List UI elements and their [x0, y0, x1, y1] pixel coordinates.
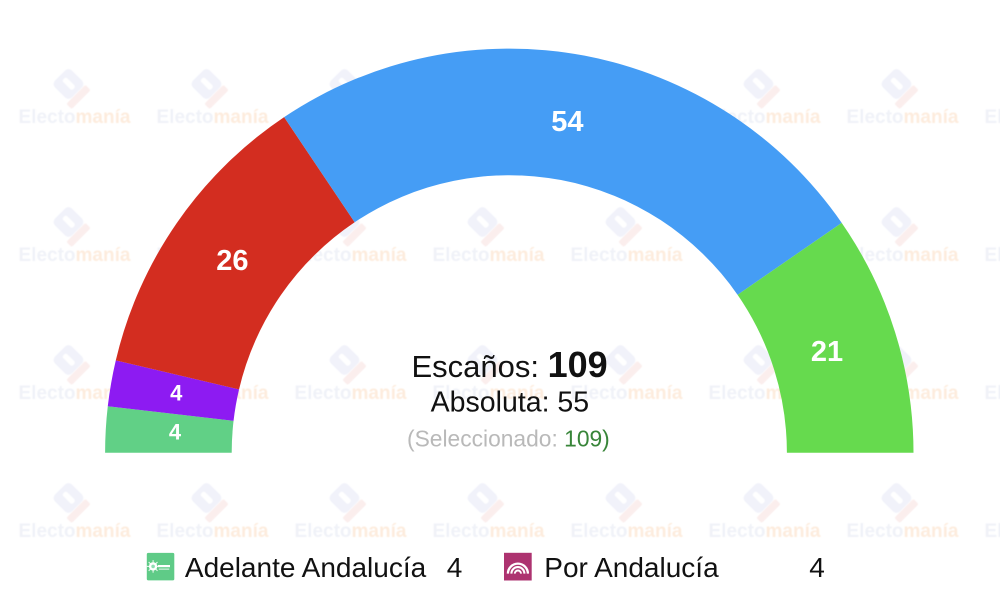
svg-text:Por Andalucía: Por Andalucía	[544, 552, 719, 583]
svg-text:Adelante Andalucía: Adelante Andalucía	[185, 552, 427, 583]
svg-text:26: 26	[216, 245, 248, 277]
svg-text:Absoluta: 55: Absoluta: 55	[431, 387, 589, 419]
svg-text:4: 4	[809, 552, 825, 583]
svg-text:4: 4	[170, 381, 183, 406]
svg-text:54: 54	[551, 106, 583, 138]
svg-text:(Seleccionado: 109): (Seleccionado: 109)	[407, 425, 610, 451]
svg-text:21: 21	[811, 336, 843, 368]
svg-text:4: 4	[447, 552, 463, 583]
svg-text:Escaños: 109: Escaños: 109	[411, 344, 607, 385]
svg-text:4: 4	[169, 420, 182, 445]
